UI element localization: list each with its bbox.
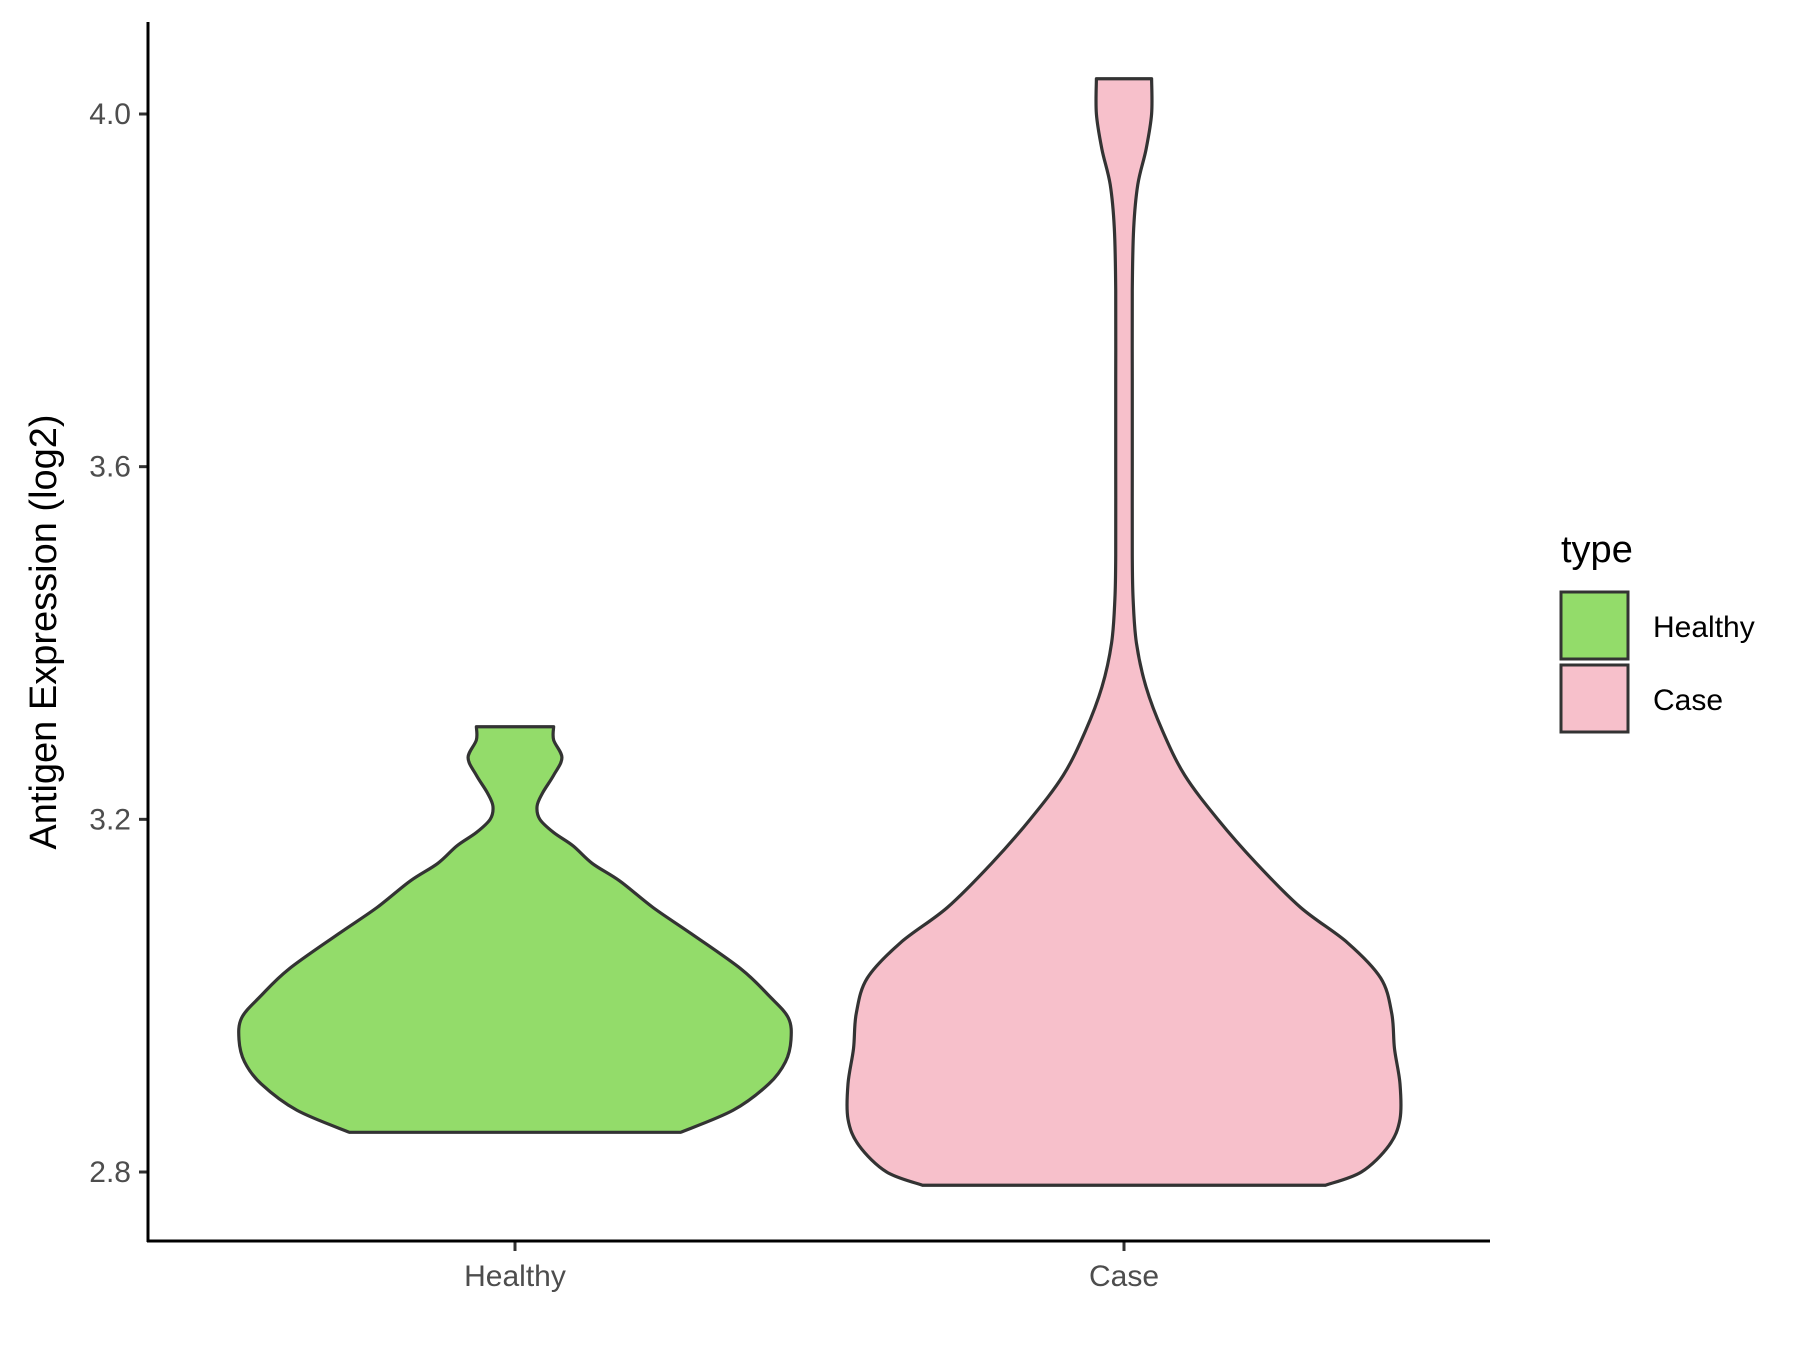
x-tick-label: Healthy (464, 1260, 566, 1293)
legend-label-healthy: Healthy (1653, 611, 1755, 644)
violin-case (845, 77, 1403, 1187)
x-axis-ticks: Healthy Case (464, 1242, 1159, 1293)
y-tick-label: 2.8 (89, 1156, 131, 1189)
violin-group (237, 77, 1403, 1187)
y-tick-label: 3.6 (89, 451, 131, 484)
x-tick-label: Case (1089, 1260, 1159, 1293)
legend-key-healthy (1559, 590, 1630, 661)
y-tick-label: 4.0 (89, 98, 131, 131)
y-axis-ticks: 2.8 3.2 3.6 4.0 (89, 98, 148, 1189)
y-tick-label: 3.2 (89, 803, 131, 836)
violin-healthy (237, 725, 793, 1134)
legend-label-case: Case (1653, 684, 1723, 717)
legend: Healthy Case (1559, 590, 1755, 734)
legend-key-case (1559, 663, 1630, 734)
y-axis-title: Antigen Expression (log2) (23, 414, 65, 849)
legend-title: type (1561, 529, 1633, 571)
